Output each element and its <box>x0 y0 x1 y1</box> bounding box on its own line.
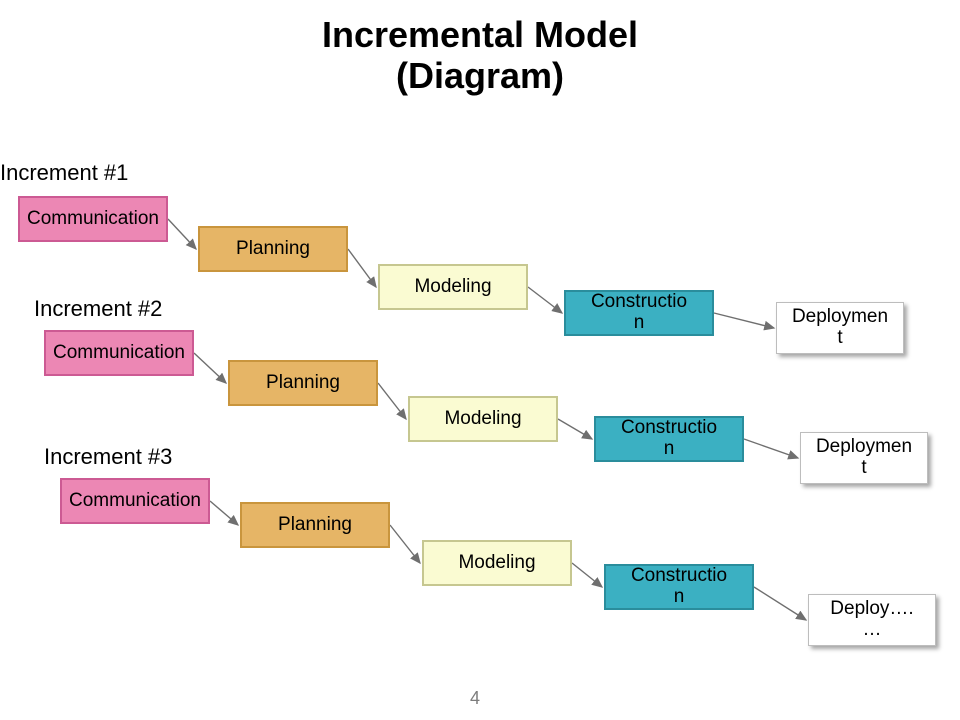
arrow <box>744 439 798 458</box>
stage-modeling: Modeling <box>408 396 558 442</box>
stage-communication: Communication <box>44 330 194 376</box>
increment-label-3: Increment #3 <box>44 444 172 470</box>
stage-planning: Planning <box>228 360 378 406</box>
arrow <box>168 219 196 249</box>
increment-label-1: Increment #1 <box>0 160 128 186</box>
diagram-title: Incremental Model (Diagram) <box>0 14 960 97</box>
arrow <box>210 501 238 525</box>
stage-deploy: Deployment <box>776 302 904 354</box>
stage-planning: Planning <box>240 502 390 548</box>
title-line-1: Incremental Model <box>322 14 638 55</box>
stage-construction: Construction <box>604 564 754 610</box>
stage-deploy: Deploy….… <box>808 594 936 646</box>
stage-construction: Construction <box>564 290 714 336</box>
arrow <box>714 313 774 328</box>
stage-modeling: Modeling <box>378 264 528 310</box>
stage-communication: Communication <box>18 196 168 242</box>
stage-communication: Communication <box>60 478 210 524</box>
arrow <box>378 383 406 419</box>
arrow <box>194 353 226 383</box>
stage-construction: Construction <box>594 416 744 462</box>
arrow <box>572 563 602 587</box>
arrow <box>390 525 420 563</box>
stage-modeling: Modeling <box>422 540 572 586</box>
arrow <box>528 287 562 313</box>
title-line-2: (Diagram) <box>396 55 564 96</box>
increment-label-2: Increment #2 <box>34 296 162 322</box>
arrow <box>348 249 376 287</box>
page-number: 4 <box>470 688 480 709</box>
stage-planning: Planning <box>198 226 348 272</box>
arrow <box>754 587 806 620</box>
stage-deploy: Deployment <box>800 432 928 484</box>
arrow <box>558 419 592 439</box>
